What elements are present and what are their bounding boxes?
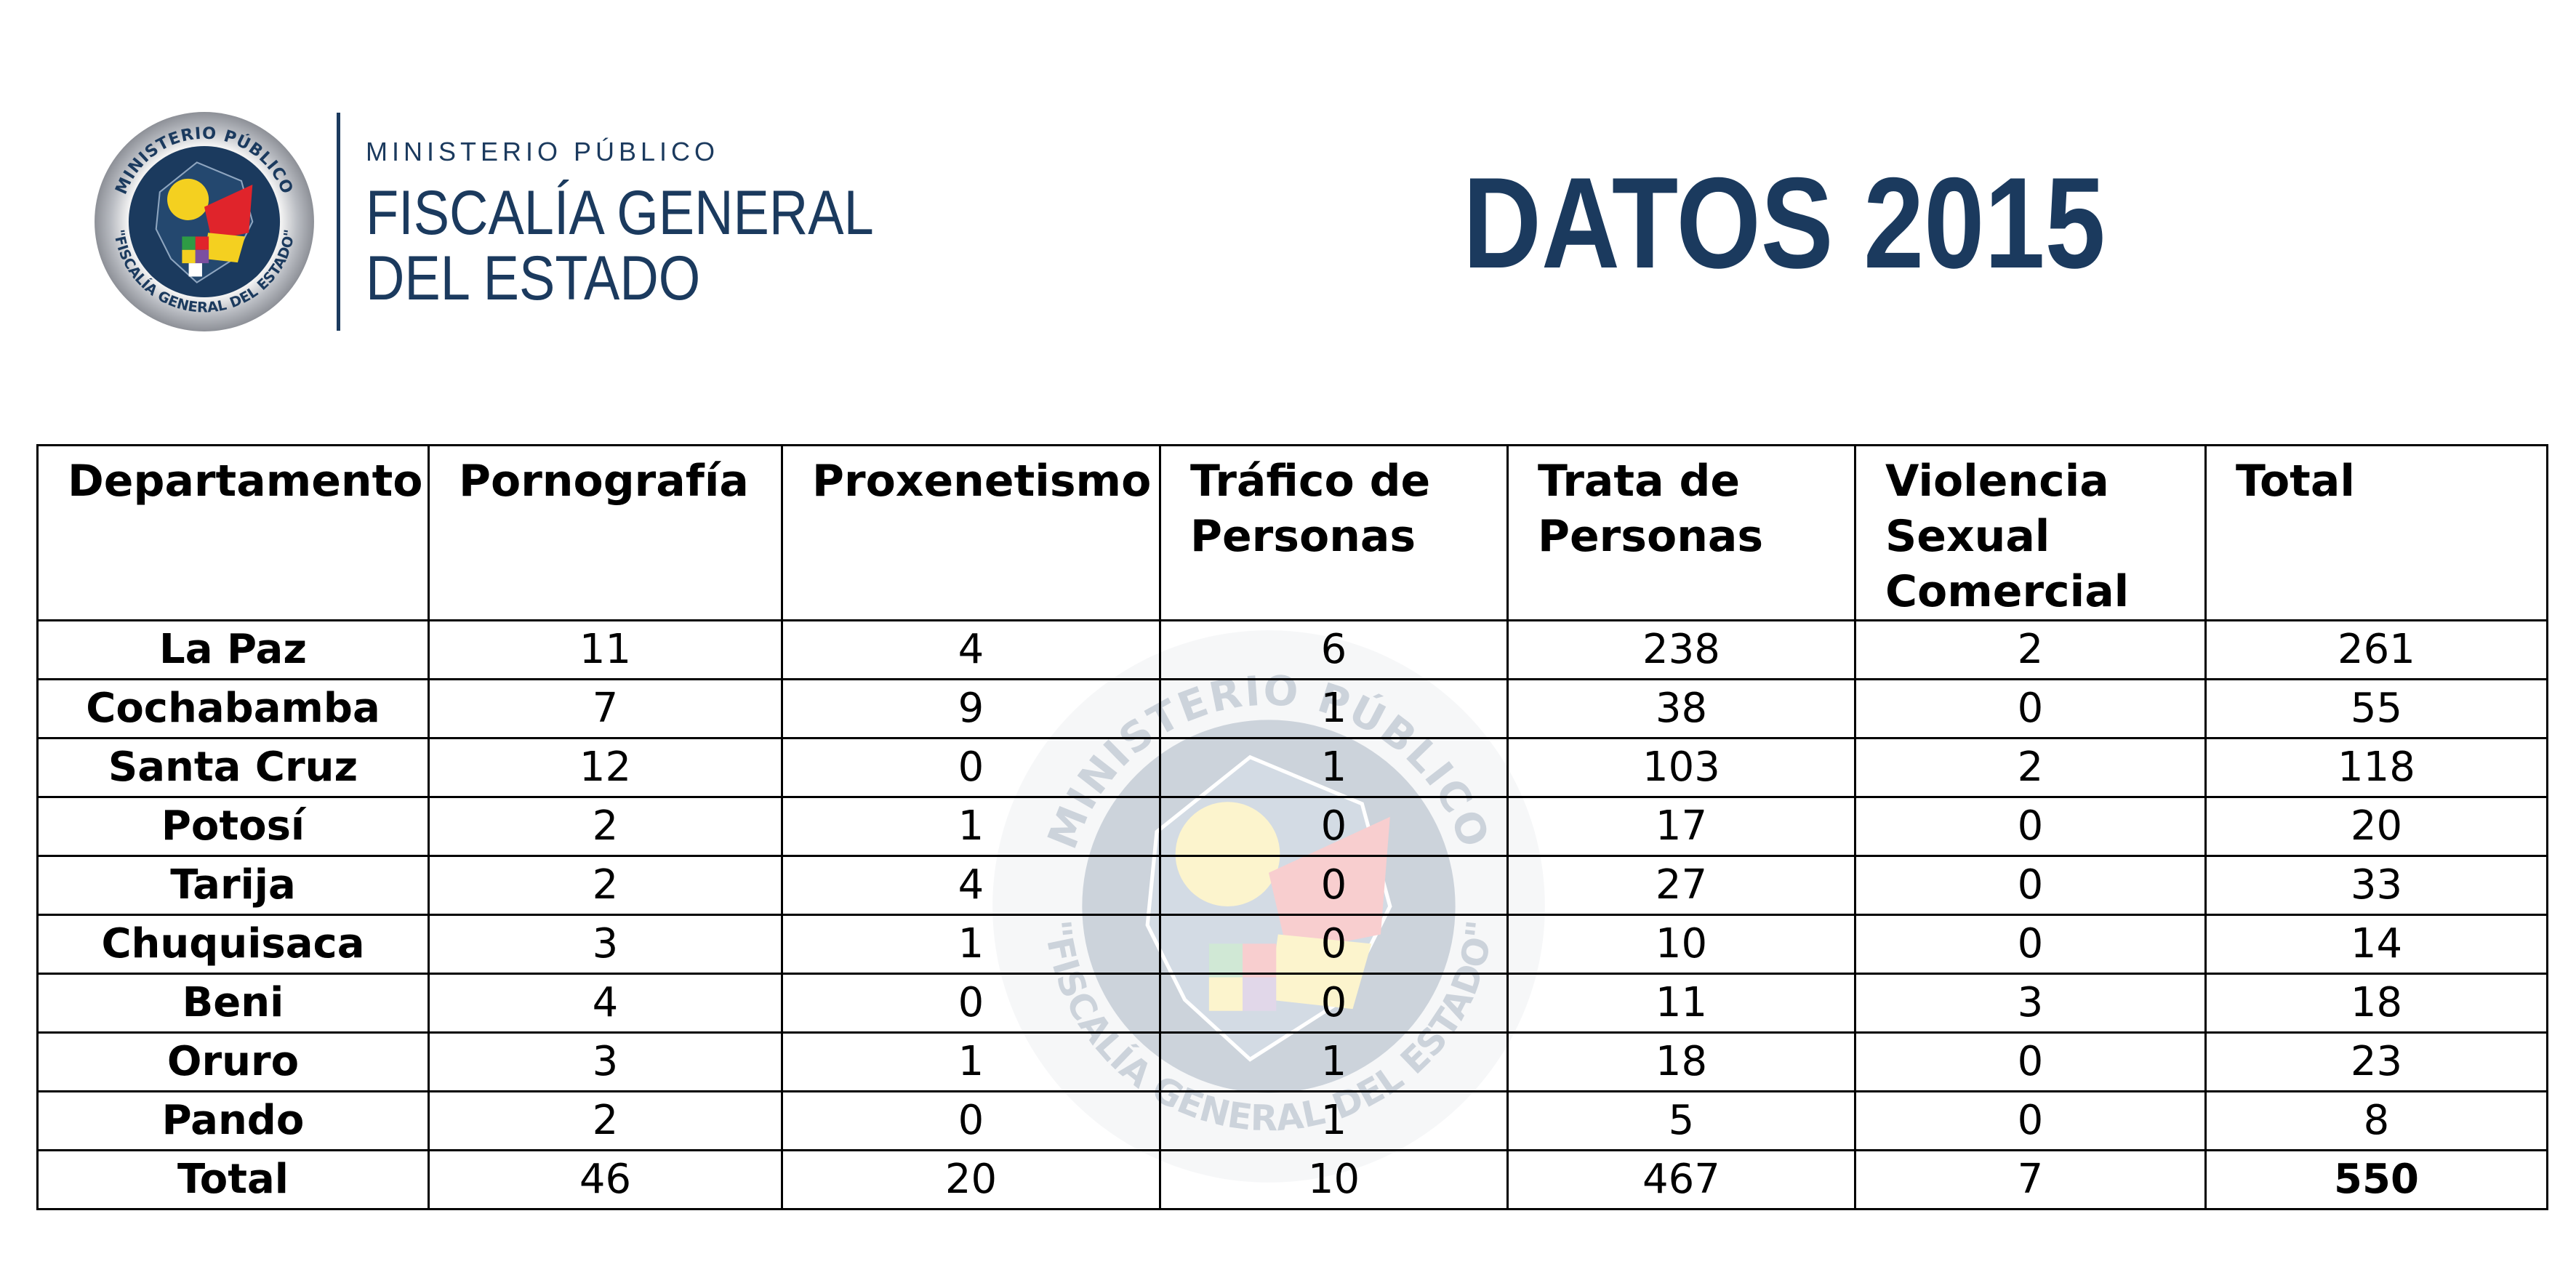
value-cell: 38 [1506, 678, 1856, 739]
table-row: Beni 4 0 0 11 3 18 [36, 973, 2548, 1034]
department-cell: Santa Cruz [36, 737, 430, 798]
value-cell: 2 [1854, 619, 2207, 680]
value-cell: 0 [1854, 855, 2207, 916]
table-row: Potosí 2 1 0 17 0 20 [36, 796, 2548, 857]
value-cell: 3 [428, 914, 783, 975]
value-cell: 3 [428, 1031, 783, 1092]
value-cell: 103 [1506, 737, 1856, 798]
table-row: Santa Cruz 12 0 1 103 2 118 [36, 737, 2548, 798]
value-cell: 0 [1159, 973, 1509, 1034]
value-cell: 1 [1159, 1090, 1509, 1151]
total-cell: 10 [1159, 1149, 1509, 1210]
value-cell: 0 [1854, 914, 2207, 975]
value-cell: 0 [1854, 678, 2207, 739]
column-header: Proxenetismo [781, 444, 1161, 621]
department-cell: Tarija [36, 855, 430, 916]
column-header: Violencia Sexual Comercial [1854, 444, 2207, 621]
statistics-table: Departamento Pornografía Proxenetismo Tr… [36, 444, 2548, 1210]
total-cell: 20 [781, 1149, 1161, 1210]
value-cell: 0 [1159, 914, 1509, 975]
value-cell: 2 [1854, 737, 2207, 798]
value-cell: 0 [781, 973, 1161, 1034]
value-cell: 2 [428, 1090, 783, 1151]
total-cell: 46 [428, 1149, 783, 1210]
row-total-cell: 55 [2204, 678, 2548, 739]
value-cell: 4 [428, 973, 783, 1034]
department-cell: Cochabamba [36, 678, 430, 739]
org-name-line2: DEL ESTADO [366, 243, 701, 313]
table-header-row: Departamento Pornografía Proxenetismo Tr… [36, 444, 2548, 621]
value-cell: 11 [428, 619, 783, 680]
row-total-cell: 20 [2204, 796, 2548, 857]
value-cell: 2 [428, 855, 783, 916]
row-total-cell: 14 [2204, 914, 2548, 975]
value-cell: 9 [781, 678, 1161, 739]
value-cell: 17 [1506, 796, 1856, 857]
row-total-cell: 118 [2204, 737, 2548, 798]
total-cell: 7 [1854, 1149, 2207, 1210]
value-cell: 1 [1159, 737, 1509, 798]
total-label-cell: Total [36, 1149, 430, 1210]
value-cell: 0 [1854, 1090, 2207, 1151]
department-cell: Beni [36, 973, 430, 1034]
org-name-line1: FISCALÍA GENERAL [366, 178, 874, 248]
fiscalia-seal-logo: MINISTERIO PÚBLICO "FISCALÍA GENERAL DEL… [95, 112, 314, 331]
row-total-cell: 261 [2204, 619, 2548, 680]
value-cell: 1 [781, 1031, 1161, 1092]
column-header: Trata de Personas [1506, 444, 1856, 621]
value-cell: 4 [781, 855, 1161, 916]
column-header: Pornografía [428, 444, 783, 621]
department-cell: Potosí [36, 796, 430, 857]
value-cell: 18 [1506, 1031, 1856, 1092]
value-cell: 0 [1854, 1031, 2207, 1092]
value-cell: 12 [428, 737, 783, 798]
value-cell: 7 [428, 678, 783, 739]
value-cell: 0 [1854, 796, 2207, 857]
value-cell: 1 [1159, 1031, 1509, 1092]
header-divider [337, 113, 340, 331]
value-cell: 11 [1506, 973, 1856, 1034]
value-cell: 1 [1159, 678, 1509, 739]
value-cell: 2 [428, 796, 783, 857]
row-total-cell: 23 [2204, 1031, 2548, 1092]
column-header: Total [2204, 444, 2548, 621]
value-cell: 1 [781, 796, 1161, 857]
page-title: DATOS 2015 [1463, 150, 2106, 295]
value-cell: 27 [1506, 855, 1856, 916]
grand-total-cell: 550 [2204, 1149, 2548, 1210]
total-cell: 467 [1506, 1149, 1856, 1210]
value-cell: 238 [1506, 619, 1856, 680]
value-cell: 5 [1506, 1090, 1856, 1151]
org-superscript: MINISTERIO PÚBLICO [366, 137, 720, 166]
value-cell: 10 [1506, 914, 1856, 975]
department-cell: Pando [36, 1090, 430, 1151]
value-cell: 0 [781, 737, 1161, 798]
table-row: Oruro 3 1 1 18 0 23 [36, 1031, 2548, 1092]
row-total-cell: 18 [2204, 973, 2548, 1034]
table-row: Pando 2 0 1 5 0 8 [36, 1090, 2548, 1151]
department-cell: Chuquisaca [36, 914, 430, 975]
value-cell: 0 [781, 1090, 1161, 1151]
table-row: Cochabamba 7 9 1 38 0 55 [36, 678, 2548, 739]
row-total-cell: 33 [2204, 855, 2548, 916]
table-row: La Paz 11 4 6 238 2 261 [36, 619, 2548, 680]
column-header: Departamento [36, 444, 430, 621]
table-total-row: Total 46 20 10 467 7 550 [36, 1149, 2548, 1210]
value-cell: 0 [1159, 796, 1509, 857]
value-cell: 6 [1159, 619, 1509, 680]
value-cell: 4 [781, 619, 1161, 680]
column-header: Tráfico de Personas [1159, 444, 1509, 621]
table-row: Tarija 2 4 0 27 0 33 [36, 855, 2548, 916]
value-cell: 0 [1159, 855, 1509, 916]
value-cell: 1 [781, 914, 1161, 975]
table-row: Chuquisaca 3 1 0 10 0 14 [36, 914, 2548, 975]
department-cell: Oruro [36, 1031, 430, 1092]
value-cell: 3 [1854, 973, 2207, 1034]
department-cell: La Paz [36, 619, 430, 680]
row-total-cell: 8 [2204, 1090, 2548, 1151]
